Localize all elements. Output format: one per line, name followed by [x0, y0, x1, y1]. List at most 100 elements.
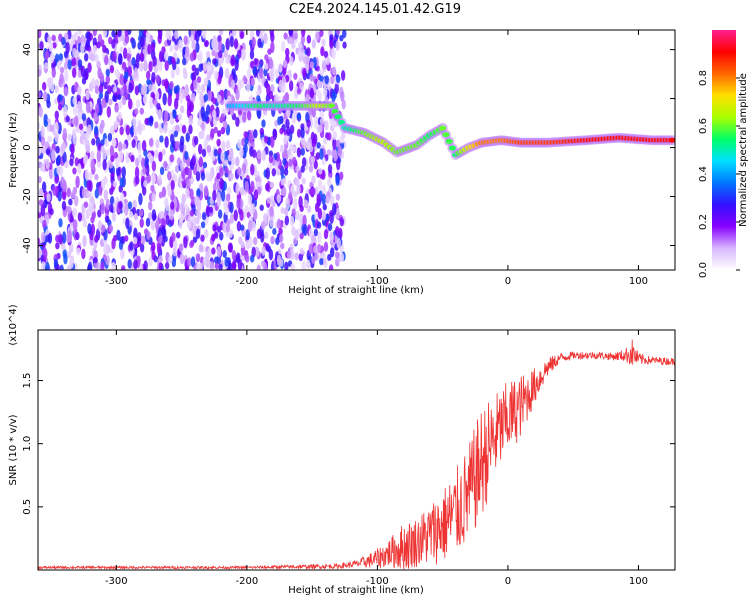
heatmap-cell	[148, 84, 153, 91]
heatmap-cell	[133, 236, 138, 245]
heatmap-cell	[317, 91, 322, 102]
heatmap-cell	[110, 155, 115, 163]
heatmap-cell	[90, 150, 95, 161]
heatmap-cell	[297, 41, 303, 49]
heatmap-cell	[212, 224, 217, 232]
ridge-point	[668, 137, 675, 143]
heatmap-cell	[299, 204, 304, 212]
heatmap-cell	[195, 208, 200, 216]
heatmap-cell	[339, 34, 344, 42]
heatmap-cell	[75, 175, 80, 189]
heatmap-cell	[256, 149, 262, 160]
heatmap-cell	[327, 132, 332, 141]
heatmap-cell	[251, 36, 256, 48]
heatmap-cell	[48, 77, 54, 84]
heatmap-cell	[157, 62, 163, 72]
heatmap-cell	[41, 143, 46, 154]
heatmap-cell	[315, 152, 321, 160]
heatmap-cell	[127, 59, 132, 69]
heatmap-cell	[203, 110, 209, 123]
y-tick-label: 40	[22, 43, 33, 56]
heatmap-cell	[144, 117, 149, 126]
heatmap-cell	[265, 167, 271, 180]
heatmap-cell	[342, 41, 347, 49]
y-tick-label: -40	[22, 237, 33, 253]
heatmap-cell	[272, 128, 278, 141]
heatmap-cell	[45, 148, 51, 156]
heatmap-cell	[185, 132, 190, 143]
heatmap-cell	[297, 169, 302, 180]
heatmap-cell	[113, 151, 119, 159]
heatmap-cell	[276, 168, 281, 176]
heatmap-cell	[127, 30, 132, 35]
heatmap-cell	[119, 236, 124, 244]
heatmap-cell	[55, 242, 60, 250]
heatmap-cell	[174, 141, 180, 150]
heatmap-cell	[224, 206, 229, 216]
heatmap-cell	[72, 207, 77, 218]
heatmap-cell	[191, 155, 196, 167]
heatmap-cell	[213, 231, 219, 239]
spectrogram-frame	[37, 29, 676, 271]
heatmap-cell	[77, 212, 83, 222]
heatmap-cell	[211, 247, 216, 255]
heatmap-cell	[313, 228, 319, 237]
heatmap-cell	[155, 219, 160, 232]
heatmap-cell	[64, 161, 69, 169]
heatmap-cell	[101, 224, 106, 233]
heatmap-cell	[239, 224, 245, 231]
heatmap-cell	[111, 138, 117, 148]
heatmap-cell	[195, 216, 200, 225]
heatmap-cell	[301, 260, 306, 270]
heatmap-cell	[203, 138, 209, 151]
heatmap-cell	[167, 94, 172, 107]
heatmap-cell	[103, 81, 108, 90]
heatmap-cell	[38, 30, 42, 39]
heatmap-cell	[301, 177, 306, 185]
heatmap-cell	[166, 183, 172, 191]
heatmap-cell	[164, 262, 170, 270]
heatmap-cell	[309, 61, 315, 69]
heatmap-cell	[67, 206, 72, 214]
heatmap-cell	[184, 84, 189, 97]
heatmap-cell	[111, 261, 116, 270]
heatmap-cell	[53, 258, 59, 269]
heatmap-cell	[218, 30, 224, 36]
heatmap-cell	[335, 193, 341, 201]
heatmap-cell	[300, 30, 306, 38]
heatmap-cell	[325, 56, 331, 66]
heatmap-cell	[249, 49, 255, 60]
heatmap-cell	[249, 145, 254, 157]
heatmap-cell	[258, 67, 264, 79]
heatmap-cell	[298, 252, 304, 262]
heatmap-cell	[231, 157, 236, 166]
heatmap-cell	[224, 166, 229, 174]
heatmap-cell	[324, 120, 329, 131]
heatmap-cell	[279, 144, 285, 154]
heatmap-cell	[329, 231, 334, 241]
heatmap-cell	[247, 220, 253, 233]
heatmap-cell	[129, 126, 135, 136]
heatmap-cell	[158, 255, 163, 263]
heatmap-cell	[163, 51, 169, 61]
snr-y-axis-label: SNR (10 * v/v)	[8, 414, 19, 485]
heatmap-cell	[131, 38, 136, 49]
ridge-point	[448, 145, 456, 151]
heatmap-cell	[278, 79, 283, 92]
heatmap-cell	[167, 55, 173, 66]
heatmap-cell	[230, 79, 236, 90]
heatmap-cell	[245, 228, 250, 241]
heatmap-cell	[61, 200, 67, 211]
heatmap-cell	[293, 32, 298, 40]
heatmap-cell	[91, 138, 96, 146]
heatmap-cell	[105, 215, 110, 224]
page-title: C2E4.2024.145.01.42.G19	[288, 2, 462, 17]
heatmap-cell	[151, 241, 156, 252]
heatmap-cell	[306, 205, 312, 213]
heatmap-cell	[295, 210, 300, 221]
heatmap-cell	[164, 136, 169, 148]
heatmap-cell	[255, 247, 260, 258]
heatmap-cell	[164, 197, 169, 208]
heatmap-cell	[292, 198, 298, 211]
heatmap-cell	[325, 196, 330, 205]
